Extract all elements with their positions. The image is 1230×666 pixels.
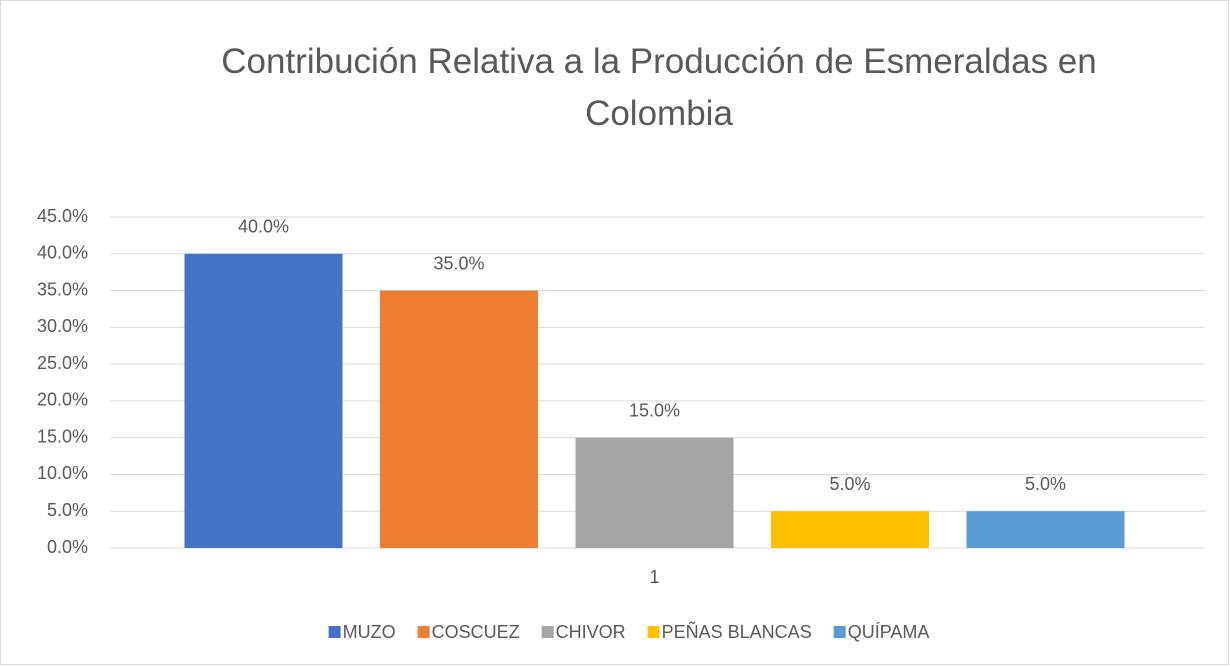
y-tick-label: 30.0% — [37, 316, 88, 336]
data-label: 35.0% — [433, 253, 484, 273]
bar — [184, 253, 343, 548]
legend-label: COSCUEZ — [432, 622, 520, 642]
data-label: 5.0% — [1025, 474, 1066, 494]
x-tick-label: 1 — [649, 567, 659, 587]
y-tick-label: 25.0% — [37, 353, 88, 373]
y-tick-label: 15.0% — [37, 426, 88, 446]
legend-swatch — [833, 626, 846, 638]
chart-title: Contribución Relativa a la Producción de… — [221, 42, 1097, 133]
bar — [575, 437, 734, 548]
legend-label: MUZO — [343, 622, 396, 642]
legend-swatch — [328, 626, 341, 638]
y-tick-label: 20.0% — [37, 390, 88, 410]
y-tick-label: 40.0% — [37, 243, 88, 263]
y-tick-label: 45.0% — [37, 206, 88, 226]
bar — [771, 511, 929, 548]
legend-swatch — [541, 626, 554, 638]
bar — [380, 290, 538, 548]
y-tick-label: 5.0% — [47, 500, 88, 520]
bar — [966, 511, 1125, 548]
y-tick-label: 10.0% — [37, 463, 88, 483]
legend-label: PEÑAS BLANCAS — [662, 621, 812, 642]
data-label: 5.0% — [829, 474, 870, 494]
data-label: 40.0% — [238, 217, 289, 237]
legend-swatch — [647, 626, 660, 638]
legend-swatch — [417, 626, 430, 638]
legend-label: QUÍPAMA — [848, 622, 930, 642]
legend-label: CHIVOR — [556, 622, 626, 642]
data-label: 15.0% — [629, 400, 680, 420]
y-tick-label: 35.0% — [37, 279, 88, 299]
y-tick-label: 0.0% — [47, 537, 88, 557]
